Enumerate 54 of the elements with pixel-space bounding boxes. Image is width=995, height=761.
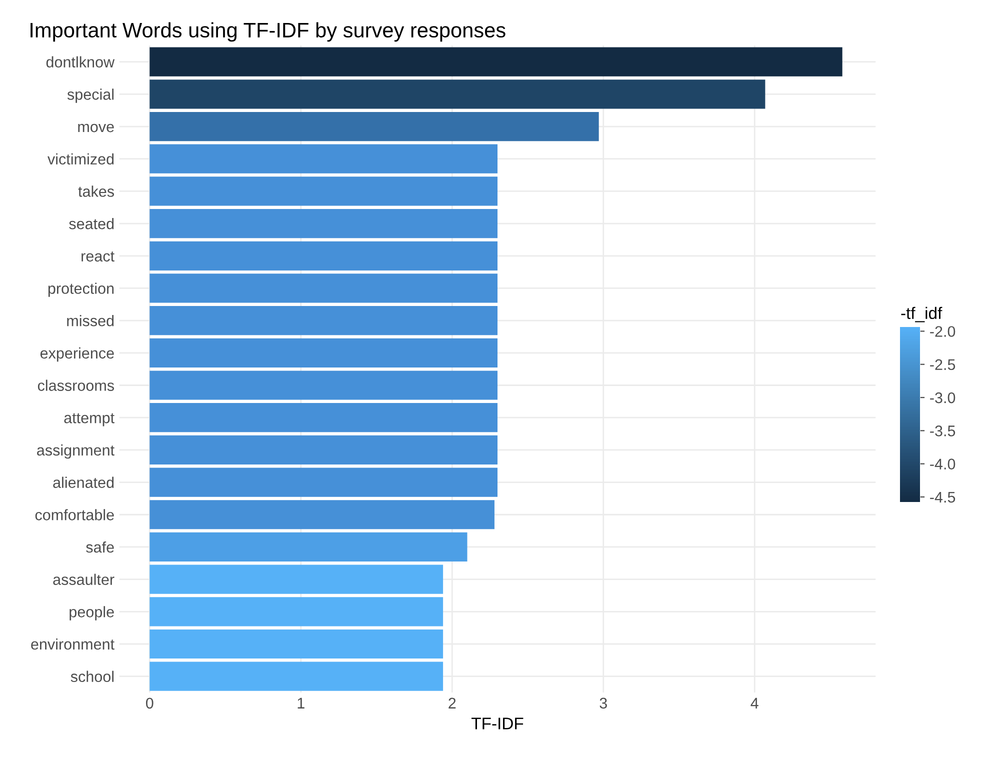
y-tick-label: assaulter	[53, 574, 114, 585]
bar	[150, 47, 842, 76]
color-bar-label: -3.5	[930, 426, 956, 436]
y-tick-label: classrooms	[38, 380, 114, 391]
color-bar-label: -2.0	[930, 326, 956, 337]
y-tick-label: school	[70, 670, 114, 682]
bar	[150, 306, 498, 336]
x-tick-label: 3	[600, 698, 607, 709]
y-tick-label: experience	[40, 347, 114, 362]
y-tick-label: move	[78, 124, 114, 132]
y-tick-label: people	[70, 606, 114, 620]
y-tick-label: alienated	[53, 476, 114, 488]
color-bar-label: -4.0	[930, 458, 956, 470]
bar	[150, 403, 498, 432]
y-tick-label: assignment	[37, 444, 114, 459]
bar	[150, 370, 498, 400]
y-tick-label: safe	[86, 541, 114, 553]
bar	[150, 144, 498, 174]
bar	[150, 662, 444, 691]
color-bar-label: -3.0	[930, 392, 956, 404]
bar	[150, 597, 444, 626]
y-tick-label: missed	[67, 315, 114, 326]
color-bar-label: -4.5	[930, 492, 956, 503]
bar	[150, 532, 468, 562]
y-tick-label: environment	[31, 638, 114, 650]
y-tick-label: attempt	[64, 413, 114, 426]
x-axis-title: TF-IDF	[471, 718, 524, 730]
bar	[150, 629, 444, 659]
x-tick-label: 2	[448, 698, 456, 708]
x-tick-label: 1	[298, 698, 304, 708]
bar	[150, 435, 498, 464]
bar	[150, 241, 498, 270]
bar	[150, 176, 498, 206]
y-tick-label: seated	[69, 218, 114, 230]
bar	[150, 500, 494, 530]
bar	[150, 274, 498, 303]
bar	[150, 80, 766, 109]
y-tick-label: react	[82, 252, 114, 262]
bar	[150, 338, 498, 368]
x-tick-label: 4	[750, 698, 758, 708]
y-tick-label: comfortable	[35, 509, 114, 520]
y-tick-label: special	[67, 88, 114, 103]
y-tick-label: victimized	[48, 153, 114, 165]
bar	[150, 564, 444, 594]
y-tick-label: takes	[78, 186, 114, 197]
bar	[150, 468, 498, 497]
color-bar-label: -2.5	[930, 359, 956, 370]
y-tick-label: dontlknow	[46, 56, 115, 68]
color-bar-title: -tf_idf	[901, 306, 942, 322]
y-tick-label: protection	[48, 282, 114, 297]
bar	[150, 208, 498, 238]
x-tick-label: 0	[146, 698, 154, 709]
bar	[150, 112, 599, 142]
chart-title: Important Words using TF-IDF by survey responses	[30, 22, 506, 42]
